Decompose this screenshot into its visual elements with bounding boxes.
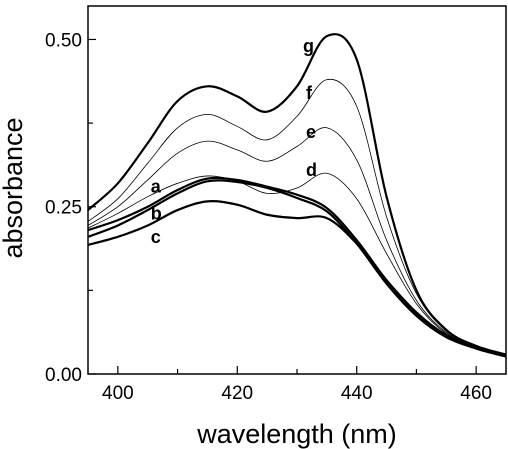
series-d-line — [88, 172, 506, 356]
x-axis-label: wavelength (nm) — [196, 419, 397, 449]
y-tick-label: 0.00 — [45, 365, 82, 386]
x-tick-label: 460 — [460, 383, 492, 404]
curve-label-e: e — [306, 122, 316, 142]
x-tick-label: 420 — [221, 383, 253, 404]
x-tick-label: 400 — [102, 383, 134, 404]
y-tick-label: 0.50 — [45, 30, 82, 51]
curve-label-g: g — [303, 36, 314, 56]
y-axis-label: absorbance — [0, 117, 28, 258]
series-e-line — [88, 127, 506, 356]
series-c-line — [88, 200, 506, 357]
series-b-line — [88, 179, 506, 358]
curve-label-d: d — [306, 160, 317, 180]
y-axis: 0.00 0.25 0.50 — [45, 30, 96, 386]
curve-label-b: b — [151, 203, 162, 223]
curve-label-a: a — [151, 177, 162, 197]
curve-label-f: f — [306, 83, 313, 103]
curve-label-c: c — [151, 227, 161, 247]
x-axis: 400 420 440 460 — [102, 366, 492, 404]
y-tick-label: 0.25 — [45, 198, 82, 219]
series-g-line — [88, 33, 506, 356]
x-tick-label: 440 — [341, 383, 373, 404]
curve-labels: abc def g — [151, 36, 317, 247]
series-layer — [88, 33, 506, 358]
